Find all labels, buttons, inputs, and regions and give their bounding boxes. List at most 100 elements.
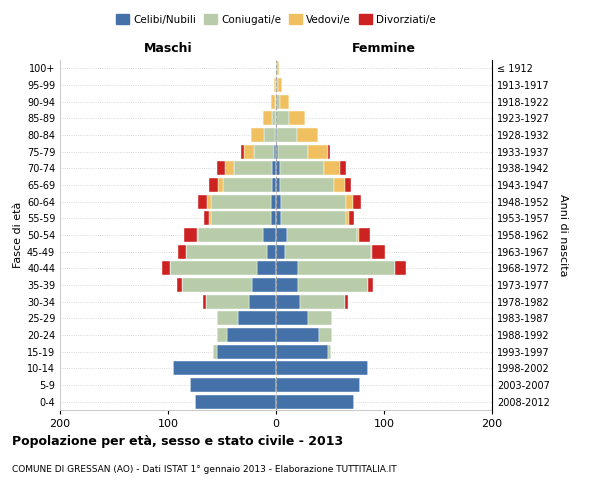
Bar <box>287 228 357 242</box>
Bar <box>251 128 264 142</box>
Bar <box>368 278 373 292</box>
Bar <box>217 328 227 342</box>
Y-axis label: Fasce di età: Fasce di età <box>13 202 23 268</box>
Bar <box>357 228 359 242</box>
Bar <box>323 162 340 175</box>
Bar <box>207 194 211 209</box>
Text: COMUNE DI GRESSAN (AO) - Dati ISTAT 1° gennaio 2013 - Elaborazione TUTTITALIA.IT: COMUNE DI GRESSAN (AO) - Dati ISTAT 1° g… <box>12 465 397 474</box>
Bar <box>276 94 280 109</box>
Bar <box>276 328 319 342</box>
Bar <box>211 211 271 226</box>
Bar <box>264 128 275 142</box>
Bar <box>187 244 268 259</box>
Bar <box>345 178 350 192</box>
Bar <box>289 112 305 126</box>
Bar <box>300 294 345 308</box>
Bar <box>238 311 276 326</box>
Bar <box>276 211 281 226</box>
Bar <box>257 261 276 276</box>
Bar <box>276 294 300 308</box>
Bar <box>276 378 360 392</box>
Bar <box>244 144 254 159</box>
Bar <box>319 328 332 342</box>
Bar <box>276 128 277 142</box>
Bar <box>281 211 346 226</box>
Bar <box>281 194 346 209</box>
Text: Maschi: Maschi <box>143 42 193 55</box>
Bar <box>359 228 370 242</box>
Bar <box>241 144 244 159</box>
Bar <box>170 261 257 276</box>
Bar <box>217 162 225 175</box>
Bar <box>203 294 206 308</box>
Bar <box>272 162 276 175</box>
Bar <box>211 194 271 209</box>
Bar <box>161 261 170 276</box>
Bar <box>275 94 276 109</box>
Bar <box>298 261 395 276</box>
Bar <box>182 278 252 292</box>
Bar <box>372 244 385 259</box>
Bar <box>276 62 277 76</box>
Bar <box>340 162 346 175</box>
Bar <box>276 311 308 326</box>
Bar <box>252 278 276 292</box>
Bar <box>298 278 368 292</box>
Bar <box>217 311 238 326</box>
Bar <box>276 361 368 376</box>
Text: Popolazione per età, sesso e stato civile - 2013: Popolazione per età, sesso e stato civil… <box>12 435 343 448</box>
Bar <box>276 178 280 192</box>
Bar <box>190 378 276 392</box>
Bar <box>234 162 272 175</box>
Bar <box>272 112 276 126</box>
Bar <box>280 162 323 175</box>
Bar <box>217 344 276 359</box>
Bar <box>209 211 211 226</box>
Legend: Celibi/Nubili, Coniugati/e, Vedovi/e, Divorziati/e: Celibi/Nubili, Coniugati/e, Vedovi/e, Di… <box>112 10 440 29</box>
Bar <box>284 244 371 259</box>
Bar <box>275 128 276 142</box>
Bar <box>280 94 289 109</box>
Bar <box>308 144 328 159</box>
Bar <box>218 178 223 192</box>
Bar <box>184 228 197 242</box>
Bar <box>195 394 276 409</box>
Bar <box>280 178 334 192</box>
Bar <box>276 344 328 359</box>
Bar <box>308 311 332 326</box>
Bar <box>276 144 278 159</box>
Bar <box>274 144 276 159</box>
Bar <box>276 112 289 126</box>
Bar <box>276 261 298 276</box>
Bar <box>346 211 349 226</box>
Bar <box>268 244 276 259</box>
Bar <box>276 228 287 242</box>
Bar <box>198 194 207 209</box>
Bar <box>173 361 276 376</box>
Bar <box>371 244 372 259</box>
Bar <box>223 178 272 192</box>
Bar <box>225 162 234 175</box>
Bar <box>276 278 298 292</box>
Bar <box>271 194 276 209</box>
Bar <box>274 78 276 92</box>
Bar <box>272 178 276 192</box>
Bar <box>206 294 249 308</box>
Bar <box>263 112 272 126</box>
Bar <box>254 144 274 159</box>
Bar <box>395 261 406 276</box>
Bar <box>214 344 217 359</box>
Bar <box>334 178 345 192</box>
Bar <box>277 62 279 76</box>
Bar <box>349 211 354 226</box>
Bar <box>249 294 276 308</box>
Y-axis label: Anni di nascita: Anni di nascita <box>558 194 568 276</box>
Bar <box>271 94 275 109</box>
Bar <box>345 294 349 308</box>
Bar <box>278 78 283 92</box>
Bar <box>278 144 308 159</box>
Bar <box>276 194 281 209</box>
Bar <box>209 178 218 192</box>
Bar <box>296 128 318 142</box>
Bar <box>346 194 353 209</box>
